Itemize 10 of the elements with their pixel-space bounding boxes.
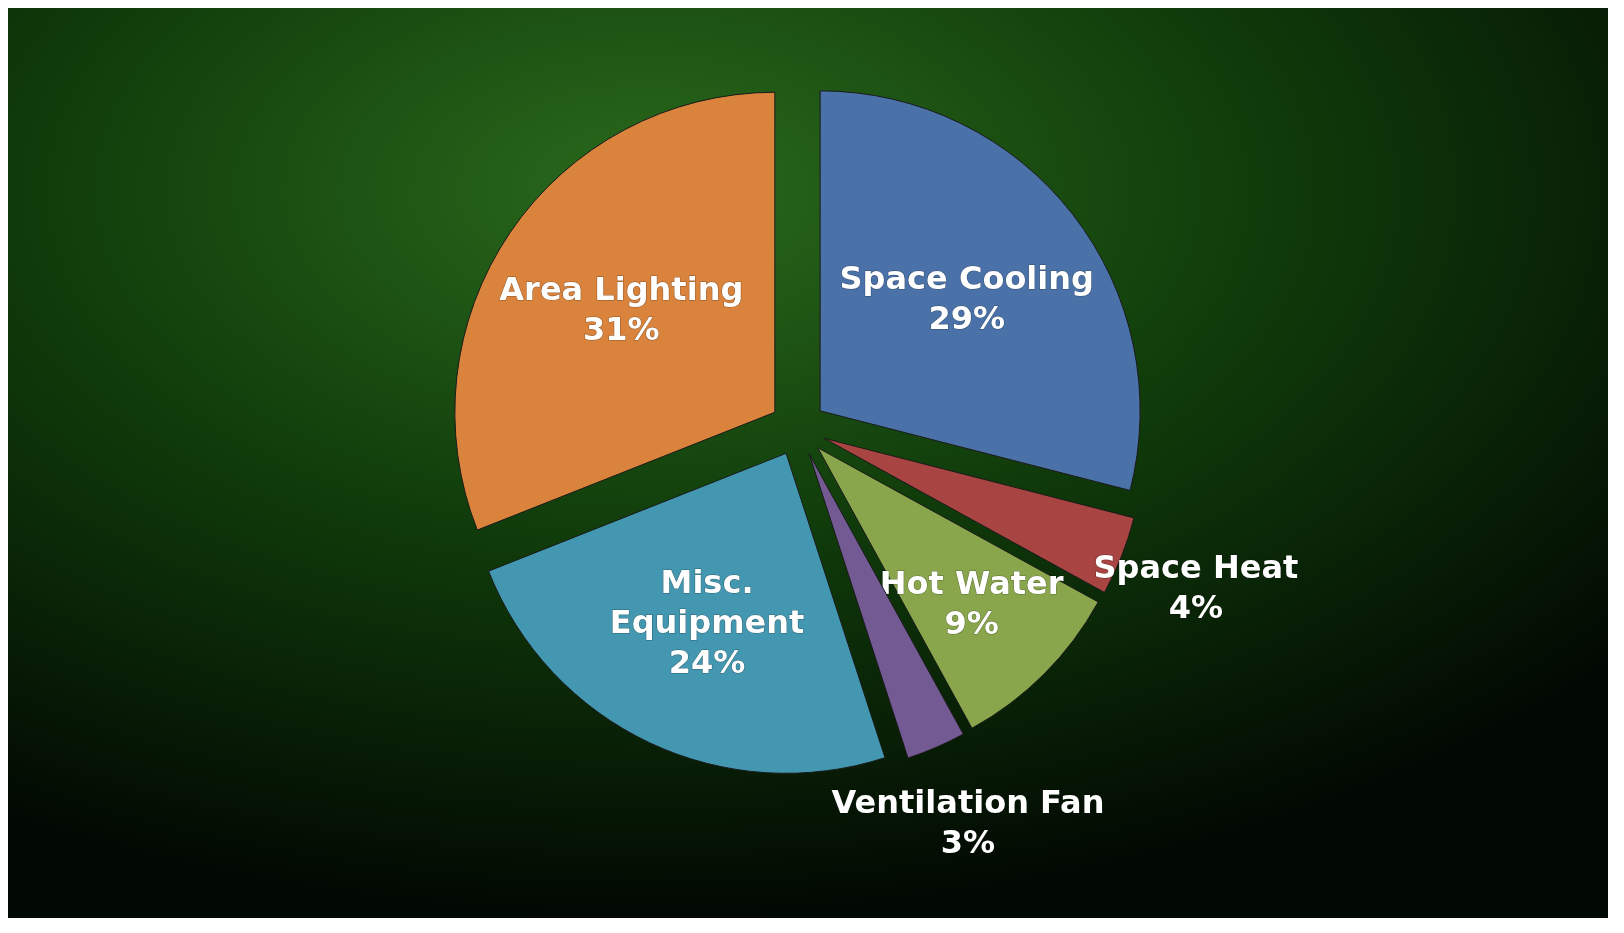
data-label: 9% — [944, 603, 999, 642]
slice-label: Area Lighting — [499, 269, 744, 308]
slice-label: Space Cooling — [839, 259, 1094, 298]
slice-label: Ventilation Fan — [831, 782, 1105, 821]
data-label: 24% — [668, 643, 746, 682]
data-label: 31% — [583, 309, 660, 348]
data-label: 4% — [1168, 587, 1224, 626]
slice-label: Misc. Equipment — [609, 563, 805, 642]
data-label: 3% — [940, 822, 996, 861]
data-label: 29% — [928, 299, 1006, 338]
